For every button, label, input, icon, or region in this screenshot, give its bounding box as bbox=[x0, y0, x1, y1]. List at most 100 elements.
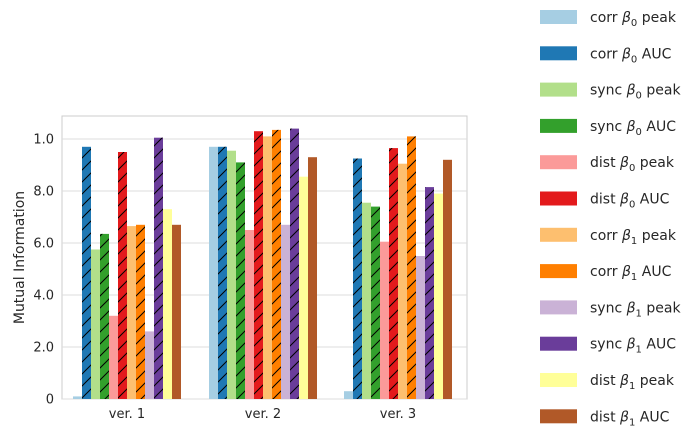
bar-group bbox=[145, 331, 154, 399]
bar-group bbox=[118, 152, 127, 399]
bar bbox=[127, 226, 136, 399]
bar-group bbox=[127, 226, 136, 399]
bar bbox=[209, 146, 218, 399]
legend-entry: corr β1 AUC bbox=[590, 264, 672, 283]
bar bbox=[416, 256, 425, 399]
legend-entry: sync β0 AUC bbox=[590, 119, 676, 138]
bar bbox=[227, 150, 236, 399]
bar-hatch bbox=[290, 128, 299, 399]
bar-group bbox=[263, 136, 272, 399]
bar-group bbox=[163, 209, 172, 399]
bar-hatch bbox=[254, 131, 263, 399]
bar bbox=[73, 396, 82, 399]
bar-hatch bbox=[407, 136, 416, 399]
bar-group bbox=[389, 148, 398, 399]
bar-hatch bbox=[82, 146, 91, 399]
y-tick-labels: 0 2.0 4.0 6.0 8.0 1.0 bbox=[33, 133, 54, 408]
bar bbox=[281, 224, 290, 399]
bar-group bbox=[109, 315, 118, 399]
bar-group bbox=[425, 187, 434, 399]
legend-entry: corr β1 peak bbox=[590, 228, 677, 247]
bar-group bbox=[172, 224, 181, 399]
bar-group bbox=[416, 256, 425, 399]
legend-swatch bbox=[540, 227, 577, 242]
bar bbox=[443, 159, 452, 399]
bar bbox=[362, 202, 371, 399]
bar-group bbox=[299, 176, 308, 399]
bar-hatch bbox=[236, 162, 245, 399]
bar-hatch bbox=[100, 233, 109, 399]
bar-group bbox=[281, 224, 290, 399]
legend-entry: sync β1 peak bbox=[590, 300, 681, 319]
bar-group bbox=[227, 150, 236, 399]
legend-entry: dist β1 AUC bbox=[590, 409, 670, 428]
bar bbox=[344, 391, 353, 399]
bar-hatch bbox=[353, 158, 362, 399]
bar-group bbox=[91, 249, 100, 399]
bar bbox=[172, 224, 181, 399]
y-tick-label: 4.0 bbox=[33, 289, 54, 304]
bar bbox=[434, 193, 443, 399]
bar-hatch bbox=[425, 187, 434, 399]
bar-group bbox=[254, 131, 263, 399]
legend-entry: dist β1 peak bbox=[590, 373, 675, 392]
bar bbox=[245, 230, 254, 399]
legend-entry: sync β1 AUC bbox=[590, 337, 676, 356]
bar-group bbox=[218, 146, 227, 399]
bar-group bbox=[209, 146, 218, 399]
y-tick-label: 1.0 bbox=[33, 133, 54, 148]
bar-group bbox=[82, 146, 91, 399]
y-tick-label: 0 bbox=[46, 393, 54, 408]
bar-group bbox=[434, 193, 443, 399]
legend-swatch bbox=[540, 82, 577, 97]
bar-group bbox=[236, 162, 245, 399]
bar-group bbox=[73, 396, 82, 399]
bar bbox=[263, 136, 272, 399]
bar-group bbox=[136, 224, 145, 399]
bar-group bbox=[290, 128, 299, 399]
bar-group bbox=[371, 206, 380, 399]
bar-hatch bbox=[136, 224, 145, 399]
x-tick-label: ver. 2 bbox=[245, 407, 281, 422]
x-tick-label: ver. 1 bbox=[109, 407, 145, 422]
legend-swatch bbox=[540, 155, 577, 170]
bar bbox=[299, 176, 308, 399]
bar-hatch bbox=[272, 129, 281, 399]
bar-group bbox=[398, 163, 407, 399]
legend: corr β0 peak corr β0 AUC sync β0 peak sync … bbox=[540, 10, 681, 428]
x-tick-label: ver. 3 bbox=[380, 407, 416, 422]
bar-hatch bbox=[118, 152, 127, 399]
bar bbox=[308, 157, 317, 399]
legend-entry: corr β0 AUC bbox=[590, 46, 672, 65]
bar-hatch bbox=[218, 146, 227, 399]
bar-group bbox=[407, 136, 416, 399]
bar-hatch bbox=[154, 137, 163, 399]
legend-entry: dist β0 peak bbox=[590, 155, 675, 174]
bar-group bbox=[353, 158, 362, 399]
bar-group bbox=[380, 241, 389, 399]
bar bbox=[163, 209, 172, 399]
legend-swatch bbox=[540, 46, 577, 61]
bar-group bbox=[154, 137, 163, 399]
bar-group bbox=[272, 129, 281, 399]
bar-hatch bbox=[371, 206, 380, 399]
legend-swatch bbox=[540, 409, 577, 424]
legend-swatch bbox=[540, 264, 577, 279]
x-tick-labels: ver. 1 ver. 2 ver. 3 bbox=[109, 407, 416, 422]
bar-group bbox=[443, 159, 452, 399]
y-tick-label: 8.0 bbox=[33, 185, 54, 200]
y-tick-label: 6.0 bbox=[33, 237, 54, 252]
bar-hatch bbox=[389, 148, 398, 399]
legend-swatch bbox=[540, 336, 577, 351]
legend-swatch bbox=[540, 300, 577, 315]
bar bbox=[380, 241, 389, 399]
bar-group bbox=[362, 202, 371, 399]
bar-group bbox=[308, 157, 317, 399]
bar-group bbox=[344, 391, 353, 399]
y-tick-label: 2.0 bbox=[33, 341, 54, 356]
legend-entry: sync β0 peak bbox=[590, 83, 681, 102]
bar-group bbox=[100, 233, 109, 399]
legend-swatch bbox=[540, 118, 577, 133]
bar bbox=[91, 249, 100, 399]
